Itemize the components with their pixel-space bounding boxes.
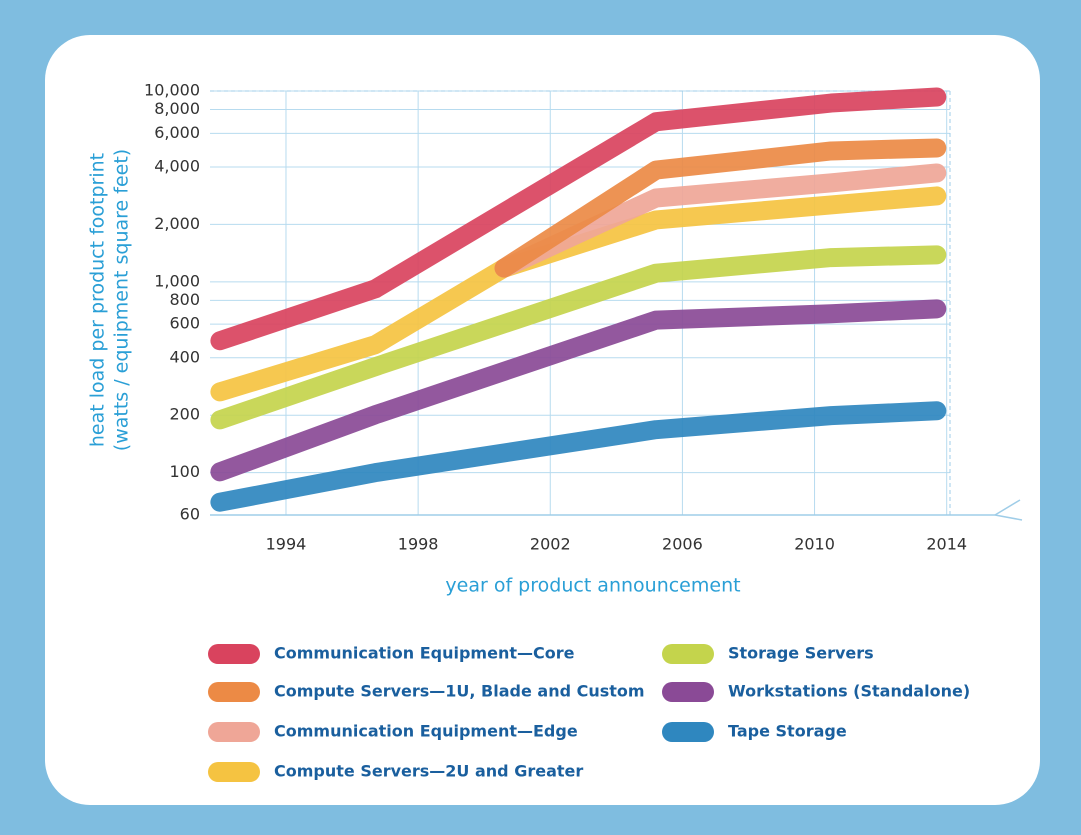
y-tick-label: 800 [169,290,200,309]
series-line [210,186,947,402]
y-tick-label: 8,000 [154,99,200,118]
series-line [210,245,947,430]
series-line [494,138,947,278]
x-tick-label: 1998 [398,535,439,554]
legend-label: Storage Servers [728,644,874,663]
y-tick-label: 10,000 [144,81,200,100]
legend-label: Compute Servers—2U and Greater [274,762,583,781]
series-line [210,299,947,482]
legend-label: Tape Storage [728,722,847,741]
legend-swatch [662,722,714,742]
y-tick-label: 6,000 [154,123,200,142]
legend-swatch [662,644,714,664]
y-tick-label: 200 [169,405,200,424]
legend-label: Communication Equipment—Core [274,644,575,663]
legend-swatch [208,644,260,664]
x-tick-label: 1994 [266,535,307,554]
y-tick-label: 400 [169,347,200,366]
legend-label: Compute Servers—1U, Blade and Custom [274,682,645,701]
series-line [210,401,947,512]
legend-swatch [662,682,714,702]
y-tick-label: 4,000 [154,156,200,175]
axis-decor [994,499,1021,516]
x-axis-label: year of product announcement [445,575,740,597]
y-tick-label: 1,000 [154,271,200,290]
legend-swatch [208,682,260,702]
axis-decor [994,514,1023,521]
x-tick-label: 2010 [794,535,835,554]
legend-swatch [208,722,260,742]
legend-label: Communication Equipment—Edge [274,722,578,741]
x-tick-label: 2006 [662,535,703,554]
series-line [210,87,947,351]
series-line [494,163,947,278]
legend-label: Workstations (Standalone) [728,682,970,701]
x-tick-label: 2002 [530,535,571,554]
legend: Communication Equipment—Core Compute Serv… [208,644,970,782]
y-tick-label: 60 [180,505,200,524]
y-tick-label: 600 [169,314,200,333]
legend-swatch [208,762,260,782]
y-axis-label: heat load per product footprint [87,153,109,447]
y-axis-label: (watts / equipment square feet) [111,149,133,451]
y-tick-label: 100 [169,462,200,481]
x-tick-label: 2014 [926,535,967,554]
lines [210,87,947,512]
y-tick-label: 2,000 [154,214,200,233]
panel [45,35,1040,805]
